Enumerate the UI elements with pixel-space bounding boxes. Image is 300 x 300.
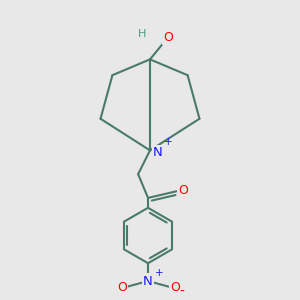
Text: +: + (164, 137, 172, 148)
Text: +: + (154, 268, 163, 278)
Text: N: N (143, 274, 153, 287)
Text: O: O (117, 281, 127, 294)
Text: O: O (170, 281, 180, 294)
Text: O: O (179, 184, 189, 197)
Text: N: N (153, 146, 163, 159)
Text: O: O (163, 31, 173, 44)
Text: -: - (179, 285, 184, 299)
Text: H: H (138, 28, 146, 39)
